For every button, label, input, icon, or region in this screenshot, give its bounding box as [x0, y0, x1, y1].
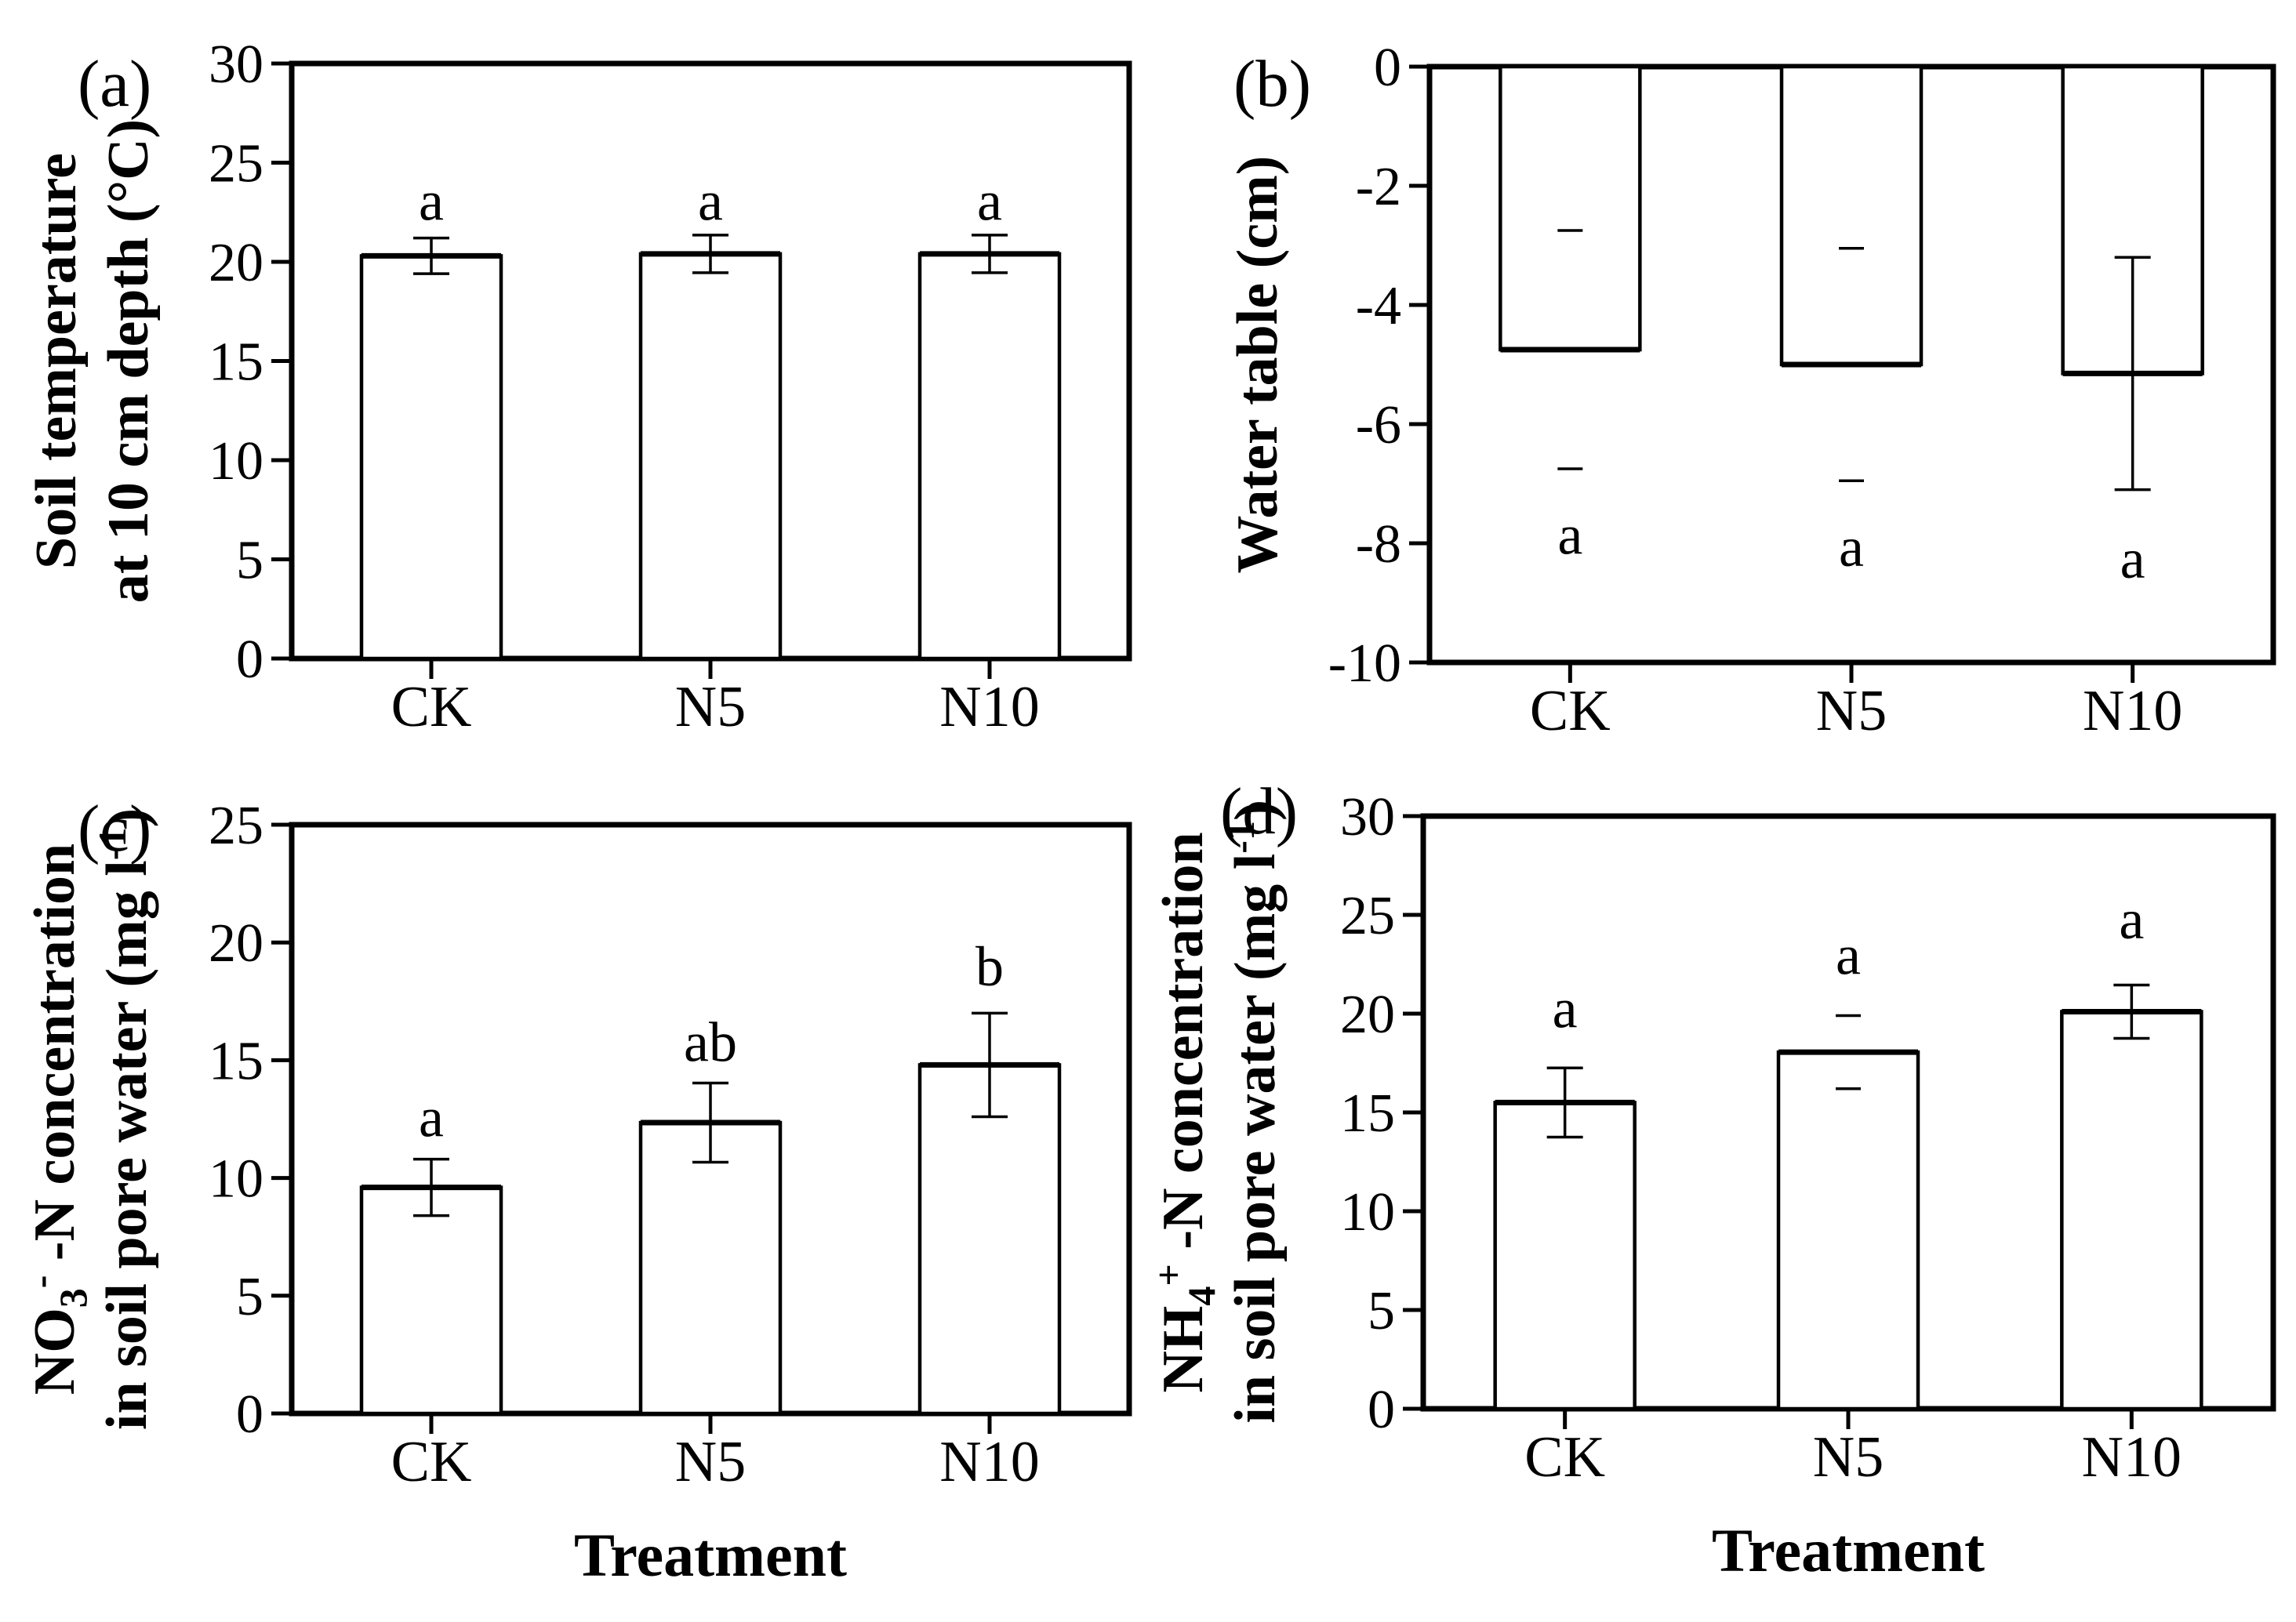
- bar-d-N10: [2060, 1010, 2203, 1411]
- y-axis-title: Water table (cm): [1226, 156, 1290, 574]
- category-label: N5: [1813, 1425, 1884, 1490]
- bar-a-N10: [917, 252, 1062, 661]
- y-tick-label: -2: [1356, 157, 1401, 217]
- y-tick-label: -10: [1328, 633, 1401, 694]
- bar-a-CK: [359, 254, 503, 661]
- significance-letter: a: [977, 170, 1002, 233]
- y-tick-label: 15: [209, 332, 263, 393]
- y-tick-label: 20: [1340, 985, 1395, 1045]
- y-tick-label: 0: [236, 630, 263, 690]
- category-label: N10: [2083, 679, 2182, 743]
- category-label: N5: [675, 675, 746, 739]
- category-label: N10: [939, 675, 1039, 739]
- bar-d-N5: [1776, 1050, 1920, 1411]
- category-label: N5: [1816, 679, 1887, 743]
- panel-label-a: (a): [78, 47, 151, 121]
- significance-letter: a: [419, 1086, 444, 1148]
- y-tick-label: -8: [1356, 514, 1401, 575]
- y-tick-label: 25: [1340, 886, 1395, 946]
- significance-letter: a: [2120, 528, 2145, 590]
- bar-b-N5: [1779, 64, 1924, 367]
- y-tick-label: 25: [209, 796, 263, 856]
- significance-letter: ab: [684, 1011, 737, 1073]
- y-tick-label: 10: [209, 431, 263, 492]
- panel-d: (d) 0 5 10 15 20 25 30 CK a N5 a N10 a NH4+ -N concent…: [1146, 775, 2276, 1584]
- y-tick-label: 15: [209, 1031, 263, 1091]
- y-axis-title: in soil pore water (mg l-1): [90, 808, 159, 1430]
- bar-c-CK: [359, 1185, 503, 1416]
- category-label: CK: [391, 1430, 472, 1494]
- y-tick-label: 5: [236, 1267, 263, 1327]
- bar-c-N5: [638, 1120, 783, 1416]
- significance-letter: b: [975, 935, 1004, 998]
- category-label: N10: [2082, 1425, 2182, 1490]
- panel-label-c: (c): [78, 792, 151, 865]
- y-axis-title: NH4+ -N concentration: [1146, 832, 1223, 1392]
- panel-b: (b) 0 -2 -4 -6 -8 -10 CK a N5 a N10 a Water table (cm…: [1226, 38, 2276, 743]
- category-label: CK: [391, 675, 472, 739]
- y-tick-label: 10: [209, 1149, 263, 1210]
- y-axis-title: in soil pore water (mg l-1): [1219, 801, 1288, 1423]
- panel-a: (a) 0 5 10 15 20 25 30 CK a N5 a N10 a Soil temperatur…: [24, 34, 1132, 739]
- significance-letter: a: [1839, 516, 1864, 579]
- y-tick-label: 10: [1340, 1182, 1395, 1243]
- significance-letter: a: [1557, 504, 1582, 567]
- bar-d-CK: [1493, 1101, 1637, 1411]
- bar-b-CK: [1499, 64, 1642, 352]
- y-tick-label: 0: [1374, 38, 1401, 98]
- significance-letter: a: [419, 170, 444, 233]
- panel-c: (c) 0 5 10 15 20 25 CK a N5 ab N10 b NO3- -N concentr…: [18, 792, 1132, 1589]
- panel-label-b: (b): [1233, 47, 1311, 121]
- y-axis-title: at 10 cm depth (°C): [96, 119, 161, 603]
- y-axis-title: Soil temperature: [24, 153, 89, 569]
- significance-letter: a: [1836, 923, 1861, 986]
- panel-label-d: (d): [1220, 775, 1298, 848]
- x-axis-title: Treatment: [574, 1521, 847, 1589]
- y-tick-label: 30: [209, 34, 263, 95]
- y-tick-label: 0: [1368, 1380, 1395, 1440]
- y-axis-title: NO3- -N concentration: [18, 844, 95, 1395]
- significance-letter: a: [2119, 888, 2144, 951]
- category-label: CK: [1530, 679, 1611, 743]
- bar-a-N5: [638, 252, 783, 661]
- y-tick-label: 20: [209, 233, 263, 293]
- significance-letter: a: [698, 170, 723, 233]
- y-tick-label: -4: [1356, 276, 1401, 336]
- category-label: N10: [939, 1430, 1039, 1494]
- y-tick-label: 5: [1368, 1281, 1395, 1341]
- y-tick-label: 0: [236, 1384, 263, 1445]
- y-tick-label: -6: [1356, 395, 1401, 455]
- y-tick-label: 5: [236, 531, 263, 591]
- y-tick-label: 15: [1340, 1083, 1395, 1144]
- y-tick-label: 20: [209, 913, 263, 974]
- y-tick-label: 25: [209, 134, 263, 194]
- x-axis-title: Treatment: [1712, 1516, 1985, 1584]
- category-label: N5: [675, 1430, 746, 1494]
- y-tick-label: 30: [1340, 787, 1395, 847]
- category-label: CK: [1524, 1425, 1605, 1490]
- significance-letter: a: [1553, 977, 1578, 1040]
